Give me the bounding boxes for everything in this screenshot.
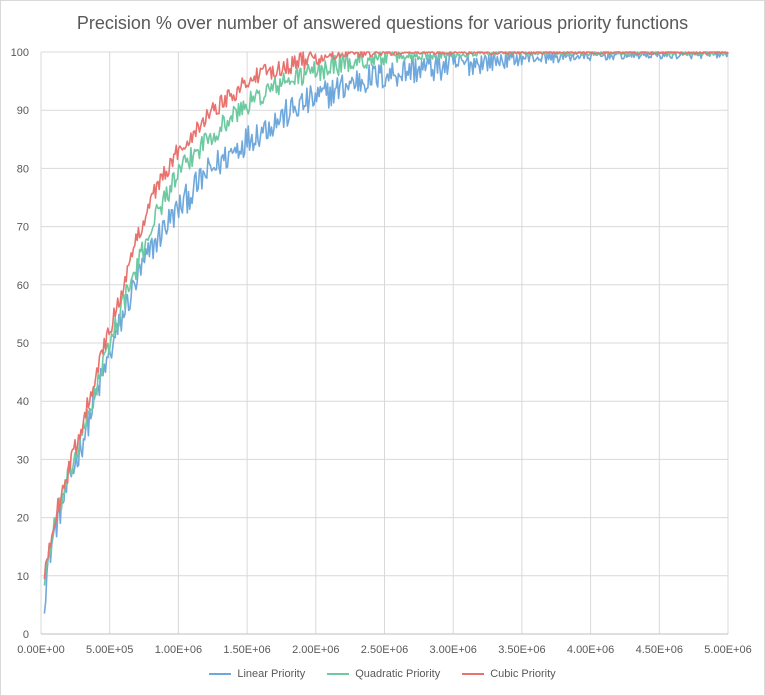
- x-tick-label: 0.00E+00: [17, 644, 64, 656]
- y-tick-label: 100: [11, 47, 29, 59]
- legend-label-0: Linear Priority: [237, 668, 306, 680]
- legend-item-2: Cubic Priority: [462, 668, 556, 680]
- y-tick-label: 60: [17, 280, 29, 292]
- y-tick-label: 40: [17, 396, 29, 408]
- y-tick-label: 50: [17, 338, 29, 350]
- gridlines: [40, 51, 729, 635]
- chart-title: Precision % over number of answered ques…: [76, 13, 689, 33]
- series-layer: [43, 51, 729, 614]
- x-tick-label: 4.00E+06: [567, 644, 614, 656]
- y-tick-label: 10: [17, 571, 29, 583]
- legend-swatch-1: [327, 673, 350, 675]
- legend-item-1: Quadratic Priority: [327, 668, 440, 680]
- series-line-quadratic-priority: [43, 51, 729, 586]
- x-tick-label: 1.50E+06: [223, 644, 270, 656]
- x-tick-label: 1.00E+06: [155, 644, 202, 656]
- x-tick-label: 2.00E+06: [292, 644, 339, 656]
- legend-label-2: Cubic Priority: [490, 668, 556, 680]
- legend-item-0: Linear Priority: [209, 668, 305, 680]
- y-tick-label: 20: [17, 513, 29, 525]
- x-tick-label: 4.50E+06: [636, 644, 683, 656]
- legend-swatch-2: [462, 673, 485, 675]
- x-tick-label: 3.00E+06: [429, 644, 476, 656]
- x-tick-label: 3.50E+06: [498, 644, 545, 656]
- legend-swatch-0: [209, 673, 232, 675]
- x-tick-label: 2.50E+06: [361, 644, 408, 656]
- x-tick-label: 5.00E+06: [704, 644, 751, 656]
- y-tick-label: 90: [17, 105, 29, 117]
- x-tick-label: 5.00E+05: [86, 644, 133, 656]
- tick-labels: 0 10 20 30 40 50 60 70 80 90 100 0.00E+00 5.00E+05 1.…: [11, 47, 752, 656]
- y-tick-label: 0: [23, 629, 29, 641]
- series-line-linear-priority: [43, 51, 729, 614]
- y-tick-label: 70: [17, 222, 29, 234]
- legend: Linear Priority Quadratic Priority Cubic…: [1, 668, 764, 680]
- y-tick-label: 30: [17, 454, 29, 466]
- legend-label-1: Quadratic Priority: [355, 668, 441, 680]
- y-tick-label: 80: [17, 163, 29, 175]
- series-line-cubic-priority: [43, 51, 729, 580]
